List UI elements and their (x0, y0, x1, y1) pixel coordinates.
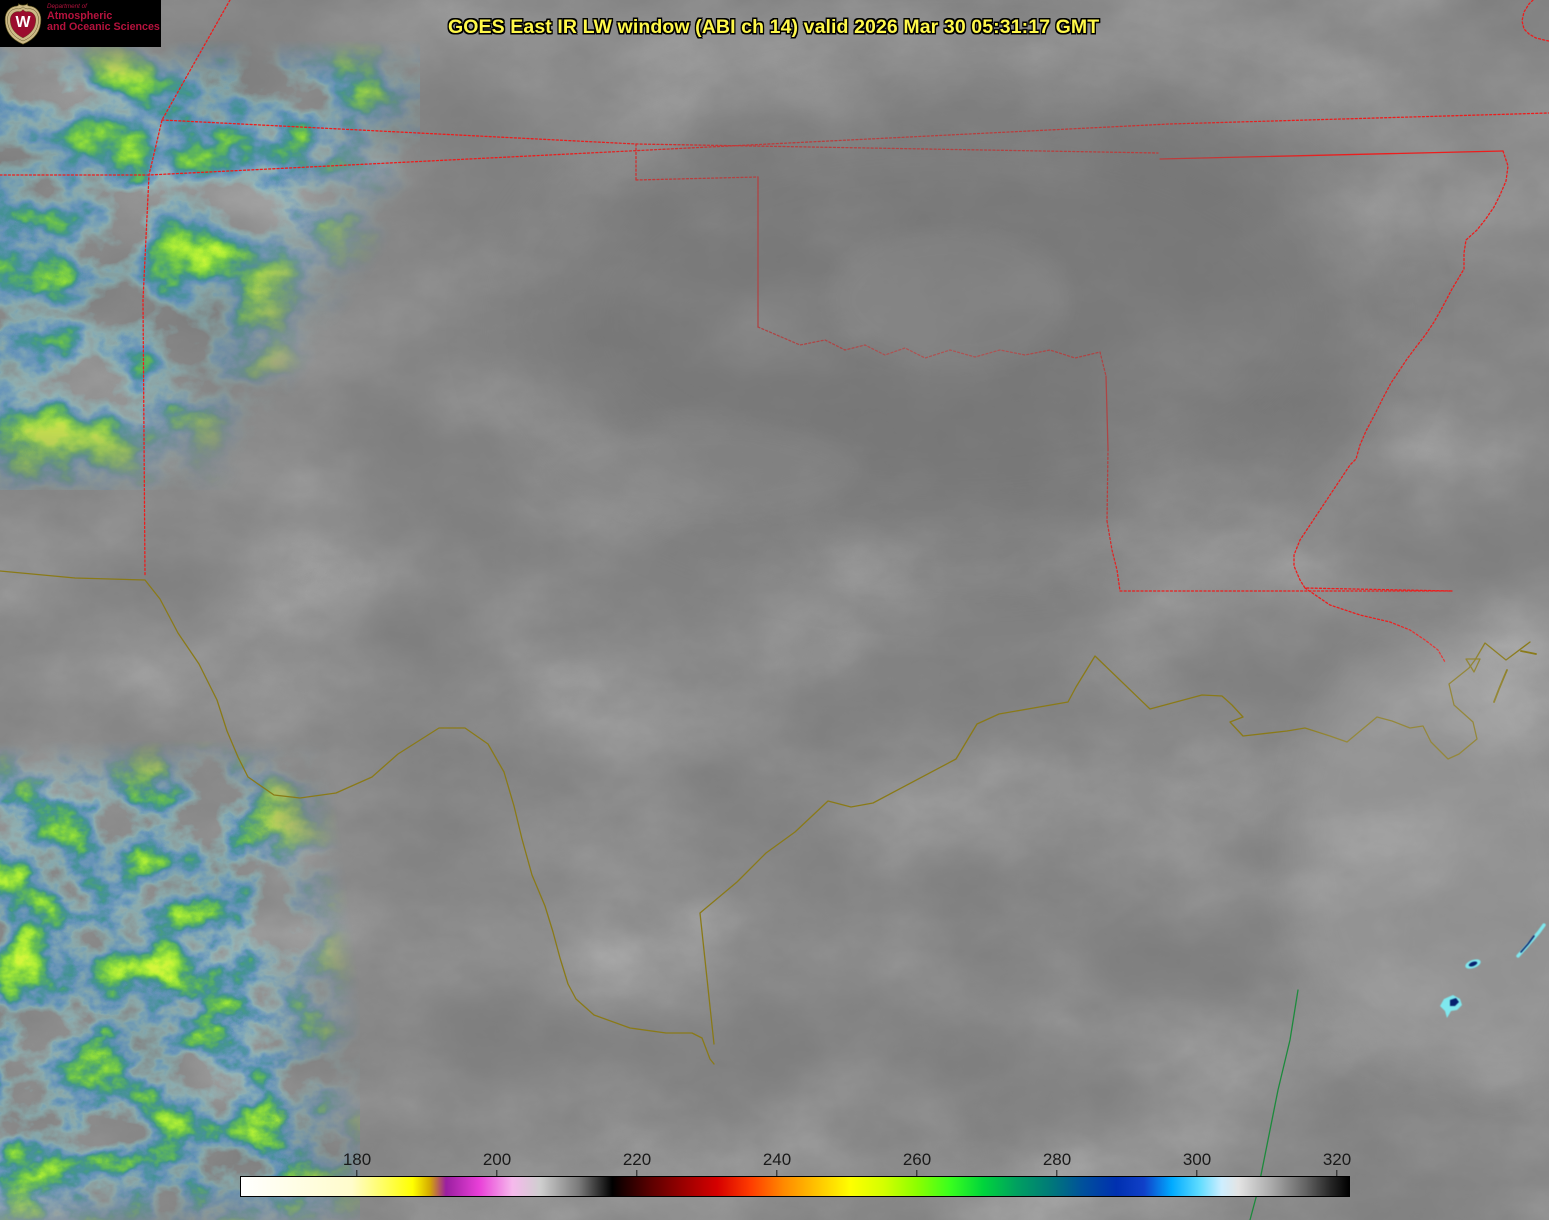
svg-text:W: W (15, 14, 30, 31)
